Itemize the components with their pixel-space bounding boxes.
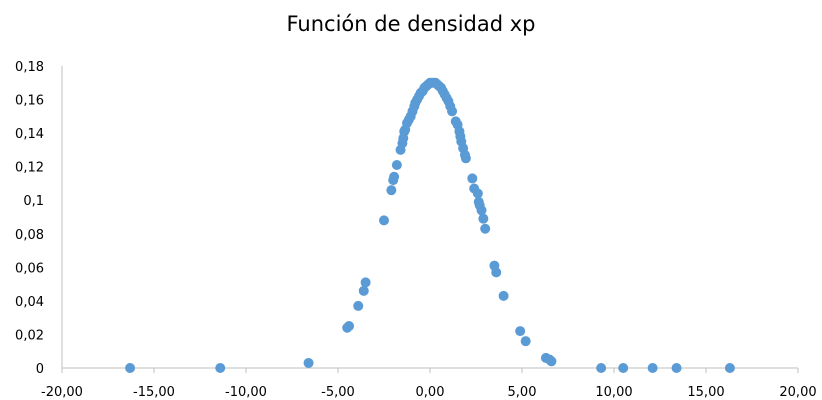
y-tick-label: 0,08	[15, 228, 44, 243]
y-tick-label: 0,04	[15, 295, 44, 310]
y-tick-label: 0,02	[15, 328, 44, 343]
data-point	[386, 185, 397, 196]
data-point	[360, 277, 371, 288]
y-tick-label: 0,1	[23, 194, 44, 209]
data-point	[478, 213, 489, 224]
data-point	[379, 215, 389, 226]
x-tick-label: -20,00	[41, 385, 83, 400]
data-point	[389, 171, 400, 182]
data-point	[647, 363, 658, 373]
data-point	[476, 205, 487, 216]
data-point	[618, 363, 629, 373]
data-point	[215, 363, 226, 373]
x-tick-label: 0,00	[416, 385, 445, 400]
data-point	[353, 300, 364, 311]
y-tick-label: 0,16	[15, 94, 44, 109]
y-tick-label: 0	[36, 362, 44, 377]
data-points	[125, 77, 735, 373]
data-point	[671, 363, 682, 373]
x-tick-label: 5,00	[508, 385, 537, 400]
x-tick-label: -15,00	[133, 385, 175, 400]
data-point	[358, 285, 369, 296]
data-point	[520, 336, 531, 347]
data-point	[515, 326, 526, 337]
x-tick-label: -5,00	[321, 385, 355, 400]
x-tick-label: 10,00	[595, 385, 632, 400]
y-tick-label: 0,06	[15, 261, 44, 276]
data-point	[344, 321, 355, 332]
data-point	[125, 363, 136, 373]
data-point	[391, 159, 402, 170]
axes: -20,00 -15,00 -10,00 -5,00 0,00 5,00 10,00 15,0…	[15, 60, 817, 400]
data-point	[480, 223, 491, 234]
data-point	[491, 267, 502, 278]
data-point	[472, 188, 483, 199]
x-tick-label: 20,00	[779, 385, 816, 400]
data-point	[467, 173, 478, 184]
data-point	[460, 153, 471, 164]
y-tick-label: 0,18	[15, 60, 44, 75]
data-point	[447, 106, 458, 117]
y-tick-label: 0,14	[15, 127, 44, 142]
data-point	[498, 290, 509, 301]
data-point	[303, 357, 314, 368]
data-point	[596, 363, 607, 373]
x-tick-label: 15,00	[687, 385, 724, 400]
y-tick-label: 0,12	[15, 161, 44, 176]
chart-title: Función de densidad xp	[286, 12, 536, 36]
x-tick-label: -10,00	[225, 385, 267, 400]
data-point	[546, 356, 557, 367]
data-point	[724, 363, 735, 373]
